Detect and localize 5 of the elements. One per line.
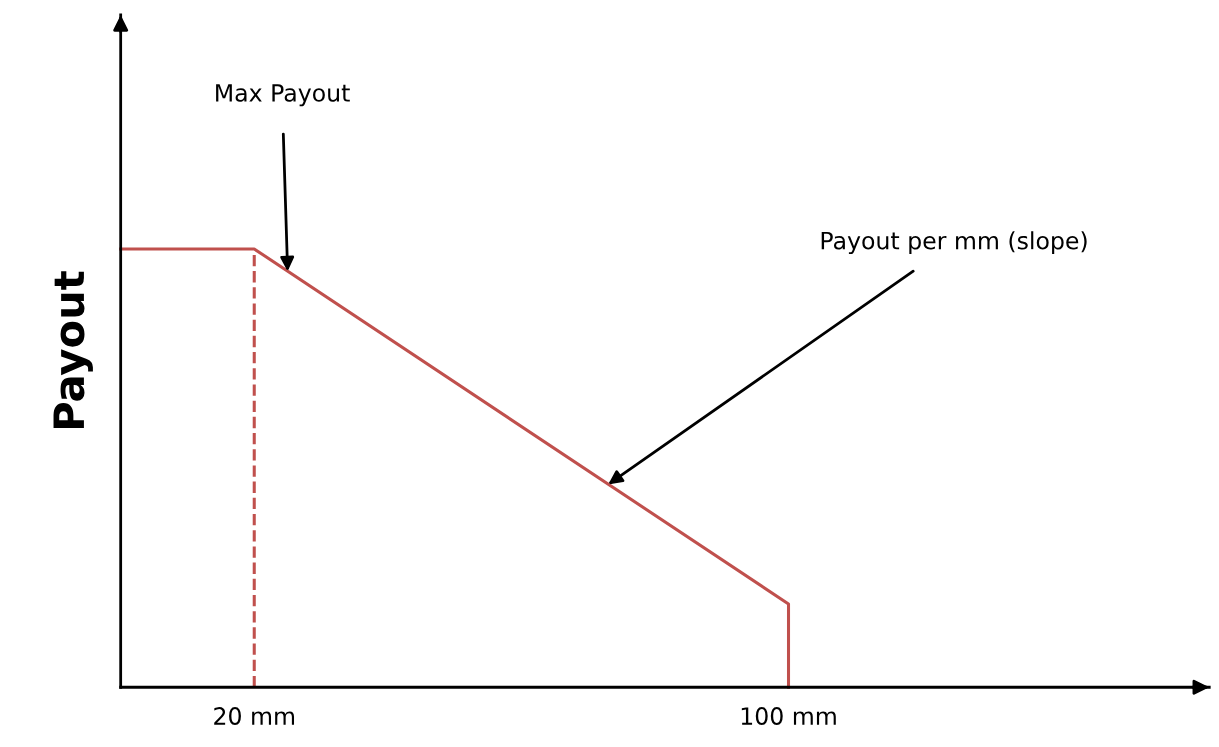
x-tick-label: 20 mm <box>214 707 295 725</box>
annotation: Max Payout <box>216 84 350 107</box>
annotation: Payout per mm (slope) <box>821 231 1087 255</box>
y-axis-title: Payout <box>53 271 93 429</box>
x-tick-label: 100 mm <box>741 707 836 725</box>
